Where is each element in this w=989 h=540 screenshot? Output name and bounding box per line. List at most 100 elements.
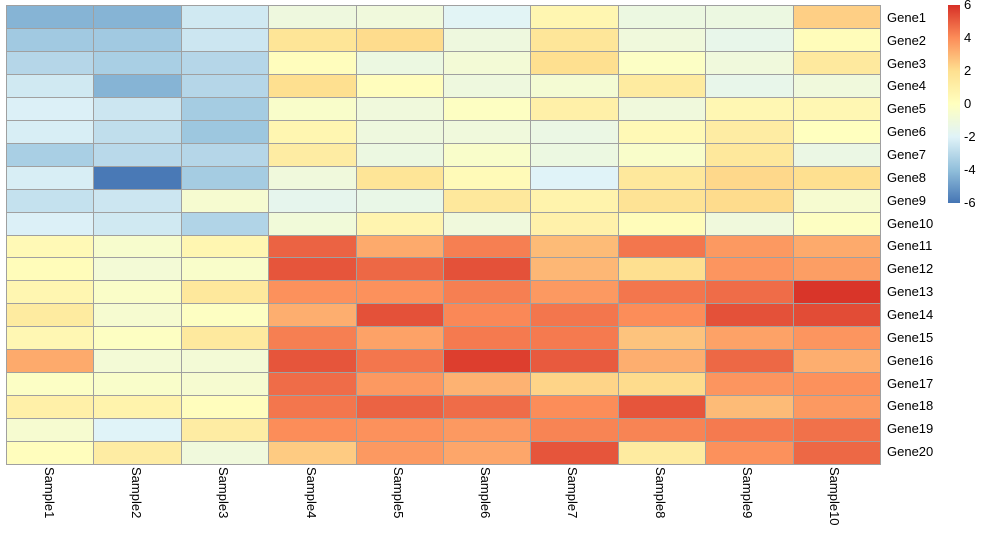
heatmap-cell (531, 258, 618, 281)
heatmap-cell (706, 235, 793, 258)
heatmap-cell (356, 327, 443, 350)
heatmap-cell (793, 327, 880, 350)
heatmap-cell (269, 304, 356, 327)
heatmap-cell (444, 120, 531, 143)
heatmap-cell (181, 350, 269, 373)
heatmap-cell (531, 212, 618, 235)
heatmap-cell (444, 189, 531, 212)
heatmap-cell (7, 189, 94, 212)
heatmap-cell (793, 396, 880, 419)
heatmap-cell (531, 166, 618, 189)
y-axis-label: Gene15 (887, 329, 934, 345)
heatmap-cell (356, 235, 443, 258)
heatmap-cell (706, 166, 793, 189)
y-axis-label: Gene16 (887, 352, 934, 368)
heatmap-cell (793, 350, 880, 373)
heatmap-cell (444, 281, 531, 304)
heatmap-cell (706, 258, 793, 281)
heatmap-cell (94, 442, 181, 464)
heatmap-cell (618, 166, 706, 189)
x-axis-label: Sample3 (216, 467, 231, 519)
heatmap-cell (706, 143, 793, 166)
heatmap-cell (7, 120, 94, 143)
heatmap-cell (531, 51, 618, 74)
heatmap-cell (356, 258, 443, 281)
heatmap-cell (618, 143, 706, 166)
heatmap-cell (7, 28, 94, 51)
y-axis-label: Gene18 (887, 398, 934, 414)
heatmap-cell (181, 51, 269, 74)
heatmap-cell (7, 51, 94, 74)
heatmap-cell (618, 442, 706, 464)
heatmap-cell (531, 442, 618, 464)
heatmap-cell (7, 304, 94, 327)
heatmap-cell (531, 143, 618, 166)
heatmap-cell (181, 212, 269, 235)
heatmap-cell (94, 281, 181, 304)
heatmap-cell (793, 281, 880, 304)
heatmap-cell (181, 143, 269, 166)
heatmap-cell (706, 442, 793, 464)
heatmap-cell (269, 189, 356, 212)
heatmap-cell (356, 143, 443, 166)
heatmap-cell (706, 212, 793, 235)
heatmap-cell (7, 74, 94, 97)
heatmap-cell (793, 166, 880, 189)
heatmap-cell (356, 189, 443, 212)
sample-axis-labels: Sample1 Sample2 Sample3 Sample4 Sample5 Sampl… (0, 467, 881, 540)
heatmap-cell (531, 396, 618, 419)
heatmap-cell (94, 327, 181, 350)
heatmap-cell (706, 327, 793, 350)
heatmap-cell (793, 74, 880, 97)
heatmap-cell (618, 120, 706, 143)
heatmap-cell (7, 373, 94, 396)
heatmap-cell (618, 235, 706, 258)
heatmap-cell (94, 120, 181, 143)
heatmap-cell (706, 373, 793, 396)
heatmap-cell (356, 51, 443, 74)
heatmap-cell (181, 28, 269, 51)
heatmap-cell (94, 6, 181, 28)
y-axis-label: Gene5 (887, 101, 927, 117)
heatmap-cell (94, 74, 181, 97)
heatmap-cell (94, 143, 181, 166)
heatmap-cell (7, 419, 94, 442)
heatmap-cell (531, 419, 618, 442)
heatmap-grid (6, 5, 881, 465)
heatmap-cell (444, 166, 531, 189)
heatmap-cell (706, 120, 793, 143)
y-axis-label: Gene7 (887, 147, 927, 163)
heatmap-cell (531, 97, 618, 120)
heatmap-cell (618, 212, 706, 235)
heatmap-cell (618, 396, 706, 419)
heatmap-cell (7, 327, 94, 350)
heatmap-cell (793, 304, 880, 327)
heatmap-cell (793, 235, 880, 258)
heatmap-cell (793, 419, 880, 442)
heatmap-cell (269, 281, 356, 304)
heatmap-cell (531, 304, 618, 327)
heatmap-cell (269, 419, 356, 442)
heatmap-cell (7, 6, 94, 28)
heatmap-cell (181, 97, 269, 120)
heatmap-cell (793, 189, 880, 212)
heatmap-cell (531, 281, 618, 304)
heatmap-cell (94, 235, 181, 258)
heatmap-cell (181, 419, 269, 442)
heatmap-cell (793, 373, 880, 396)
heatmap-cell (269, 166, 356, 189)
heatmap-cell (94, 212, 181, 235)
heatmap-cell (618, 74, 706, 97)
heatmap-cell (793, 143, 880, 166)
heatmap-cell (793, 212, 880, 235)
heatmap-cell (793, 258, 880, 281)
heatmap-cell (94, 373, 181, 396)
heatmap-cell (94, 166, 181, 189)
heatmap-cell (356, 373, 443, 396)
heatmap-cell (356, 350, 443, 373)
x-axis-label: Sample2 (129, 467, 144, 519)
heatmap-cell (444, 350, 531, 373)
heatmap-cell (706, 396, 793, 419)
y-axis-label: Gene4 (887, 78, 927, 94)
